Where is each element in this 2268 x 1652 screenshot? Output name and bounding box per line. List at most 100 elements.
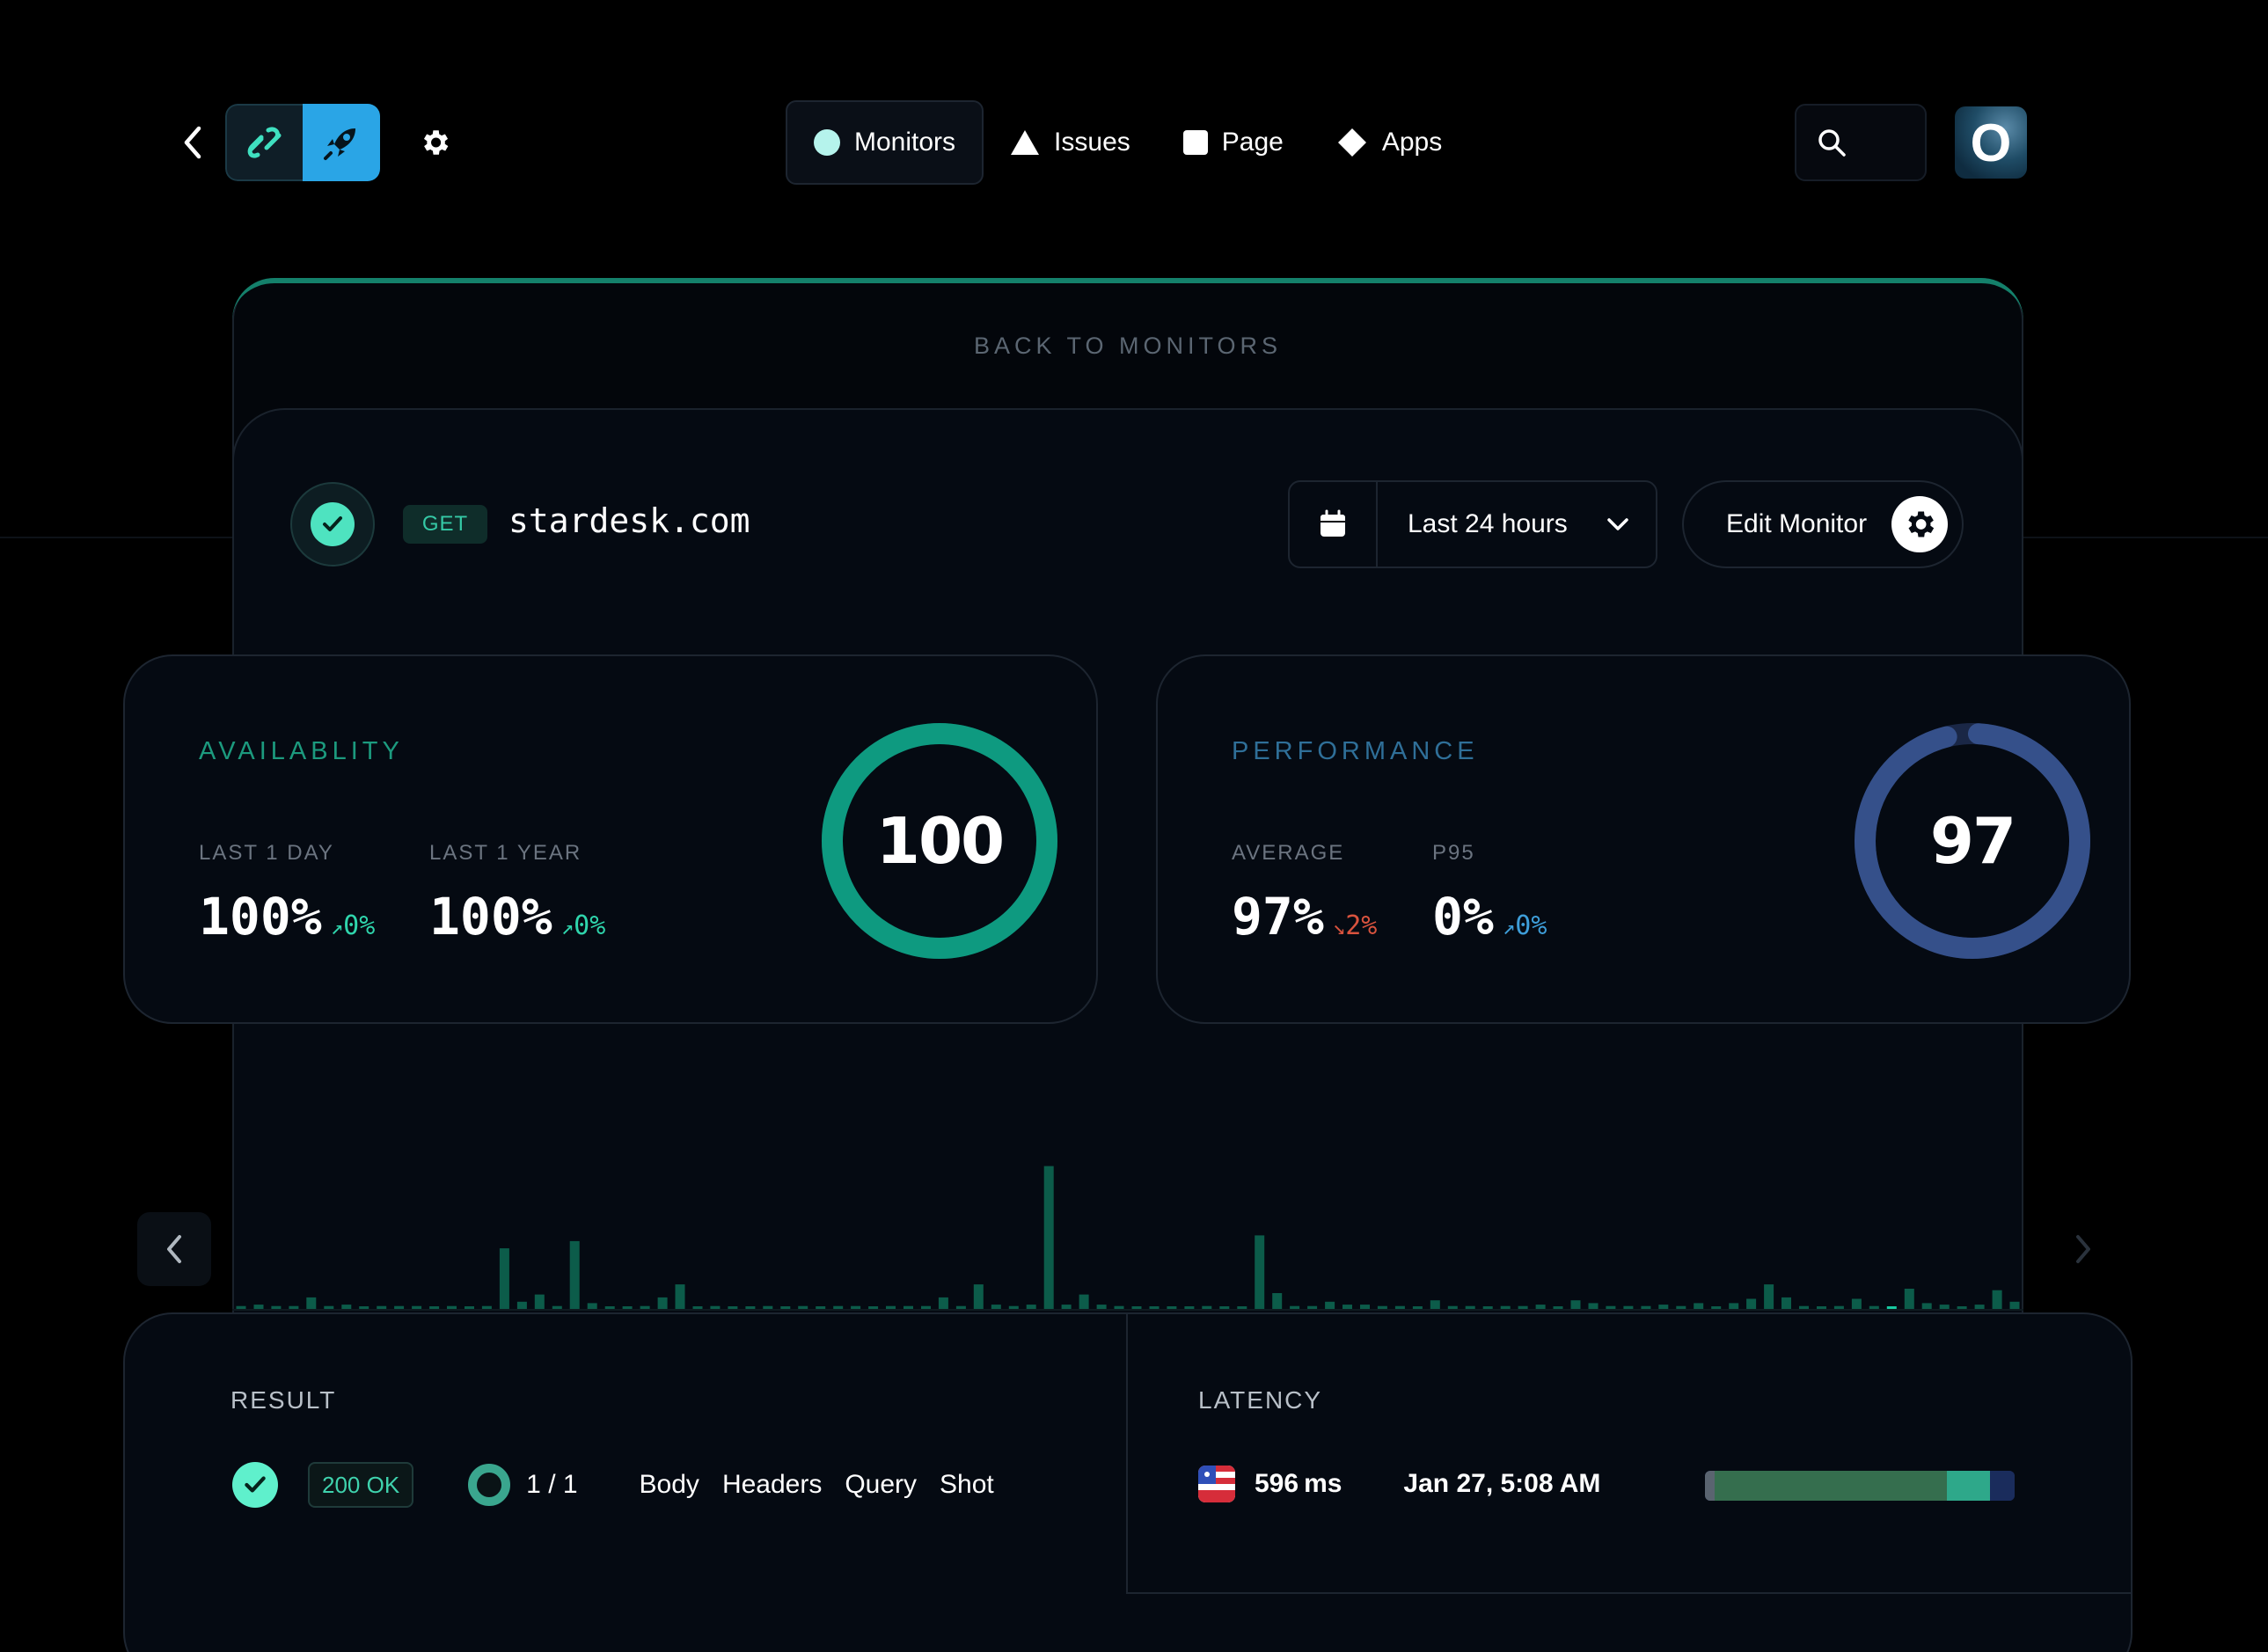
chart-bar[interactable] bbox=[359, 1306, 369, 1309]
chart-bar[interactable] bbox=[1167, 1306, 1177, 1309]
chart-bar[interactable] bbox=[289, 1305, 299, 1309]
chart-bar[interactable] bbox=[341, 1305, 352, 1309]
chart-bar[interactable] bbox=[1833, 1305, 1844, 1309]
chart-bar[interactable] bbox=[710, 1305, 721, 1309]
chart-bar[interactable] bbox=[1290, 1305, 1300, 1309]
chart-bar[interactable] bbox=[1799, 1305, 1809, 1309]
chart-bar[interactable] bbox=[1447, 1305, 1458, 1309]
avatar[interactable]: O bbox=[1955, 106, 2027, 179]
chart-bar[interactable] bbox=[938, 1297, 948, 1309]
chart-bar[interactable] bbox=[1518, 1305, 1528, 1309]
back-chevron-icon[interactable] bbox=[171, 121, 213, 164]
chart-bar[interactable] bbox=[1061, 1305, 1072, 1309]
chart-bar[interactable] bbox=[1482, 1306, 1493, 1309]
chart-bar[interactable] bbox=[675, 1284, 685, 1309]
chart-bar[interactable] bbox=[587, 1303, 597, 1309]
chart-bar[interactable] bbox=[1869, 1305, 1879, 1309]
chart-bar[interactable] bbox=[1008, 1305, 1019, 1309]
chart-bar[interactable] bbox=[1096, 1305, 1107, 1309]
chart-bar[interactable] bbox=[1974, 1305, 1985, 1309]
chart-bar[interactable] bbox=[481, 1305, 492, 1309]
chart-bar[interactable] bbox=[253, 1305, 264, 1309]
chart-bar[interactable] bbox=[868, 1306, 879, 1309]
chart-bar[interactable] bbox=[1114, 1305, 1124, 1309]
chart-bar[interactable] bbox=[1343, 1305, 1352, 1309]
chart-bar[interactable] bbox=[1219, 1306, 1230, 1309]
chart-bar[interactable] bbox=[657, 1297, 668, 1309]
chart-bar[interactable] bbox=[1394, 1305, 1405, 1309]
chart-bar[interactable] bbox=[1957, 1306, 1967, 1309]
chart-bar[interactable] bbox=[516, 1301, 527, 1309]
chart-bar[interactable] bbox=[973, 1284, 984, 1309]
chart-bar[interactable] bbox=[763, 1305, 773, 1309]
chart-bar[interactable] bbox=[1904, 1289, 1914, 1309]
chart-bar[interactable] bbox=[955, 1305, 966, 1309]
chart-bar[interactable] bbox=[886, 1305, 896, 1309]
chart-bar[interactable] bbox=[728, 1306, 738, 1309]
nav-issues[interactable]: Issues bbox=[984, 100, 1157, 185]
chart-bar[interactable] bbox=[412, 1305, 422, 1309]
chart-bar[interactable] bbox=[1658, 1305, 1669, 1309]
chart-bar[interactable] bbox=[1307, 1305, 1318, 1309]
chart-bar[interactable] bbox=[622, 1306, 633, 1309]
tab-shot[interactable]: Shot bbox=[940, 1470, 994, 1499]
chart-bar[interactable] bbox=[1237, 1306, 1247, 1309]
chart-bar[interactable] bbox=[1939, 1305, 1950, 1309]
tab-headers[interactable]: Headers bbox=[721, 1470, 823, 1499]
nav-page[interactable]: Page bbox=[1157, 100, 1310, 185]
chart-bar[interactable] bbox=[552, 1305, 562, 1309]
chart-bar[interactable] bbox=[1694, 1303, 1704, 1309]
chart-bar[interactable] bbox=[1992, 1290, 2002, 1309]
chart-bar[interactable] bbox=[1325, 1301, 1335, 1309]
chart-bar[interactable] bbox=[921, 1305, 931, 1309]
chart-bar[interactable] bbox=[1711, 1306, 1722, 1309]
chart-bar[interactable] bbox=[640, 1305, 650, 1309]
chart-bar[interactable] bbox=[1430, 1300, 1440, 1309]
chart-bar[interactable] bbox=[1377, 1305, 1387, 1309]
chart-bar[interactable] bbox=[1921, 1303, 1932, 1309]
edit-monitor-button[interactable]: Edit Monitor bbox=[1682, 480, 1964, 568]
chart-prev-button[interactable] bbox=[137, 1212, 211, 1286]
chart-bar[interactable] bbox=[2009, 1301, 2020, 1309]
chart-bar[interactable] bbox=[1817, 1306, 1826, 1309]
chart-bar[interactable] bbox=[1255, 1235, 1265, 1309]
chart-bar[interactable] bbox=[1764, 1284, 1774, 1309]
chart-bar[interactable] bbox=[851, 1305, 861, 1309]
chart-bar[interactable] bbox=[1886, 1306, 1897, 1309]
chart-bar[interactable] bbox=[692, 1306, 703, 1309]
back-to-monitors-link[interactable]: BACK TO MONITORS bbox=[973, 333, 1283, 359]
chart-bar[interactable] bbox=[604, 1306, 615, 1309]
chart-bar[interactable] bbox=[1781, 1297, 1791, 1309]
chart-bar[interactable] bbox=[780, 1306, 791, 1309]
chart-bar[interactable] bbox=[377, 1305, 387, 1309]
nav-monitors[interactable]: Monitors bbox=[786, 100, 984, 185]
chart-bar[interactable] bbox=[394, 1305, 405, 1309]
link-logo-icon[interactable] bbox=[225, 104, 303, 181]
chart-bar[interactable] bbox=[833, 1305, 844, 1309]
chart-bar[interactable] bbox=[1676, 1305, 1686, 1309]
chart-bar[interactable] bbox=[1851, 1298, 1862, 1310]
time-range-select[interactable]: Last 24 hours bbox=[1288, 480, 1657, 568]
search-button[interactable] bbox=[1795, 104, 1927, 181]
chart-next-button[interactable] bbox=[2046, 1212, 2120, 1286]
chart-bar[interactable] bbox=[1149, 1306, 1160, 1309]
chart-bar[interactable] bbox=[569, 1240, 580, 1309]
chart-bar[interactable] bbox=[271, 1305, 282, 1309]
chart-bar[interactable] bbox=[465, 1306, 474, 1309]
chart-bar[interactable] bbox=[1131, 1306, 1142, 1309]
chart-bar[interactable] bbox=[1360, 1305, 1370, 1309]
settings-gear-icon[interactable] bbox=[413, 121, 456, 164]
chart-bar[interactable] bbox=[499, 1248, 509, 1309]
chart-bar[interactable] bbox=[1202, 1305, 1212, 1309]
tab-query[interactable]: Query bbox=[845, 1470, 918, 1499]
chart-bar[interactable] bbox=[1553, 1306, 1563, 1309]
chart-bar[interactable] bbox=[1535, 1305, 1546, 1309]
chart-bar[interactable] bbox=[1465, 1305, 1475, 1309]
chart-bar[interactable] bbox=[1184, 1306, 1195, 1309]
chart-bar[interactable] bbox=[236, 1305, 246, 1309]
chart-bar[interactable] bbox=[1272, 1293, 1283, 1309]
chart-bar[interactable] bbox=[1588, 1303, 1599, 1309]
chart-bar[interactable] bbox=[745, 1306, 756, 1309]
chart-bar[interactable] bbox=[1606, 1305, 1616, 1309]
chart-bar[interactable] bbox=[816, 1306, 826, 1309]
